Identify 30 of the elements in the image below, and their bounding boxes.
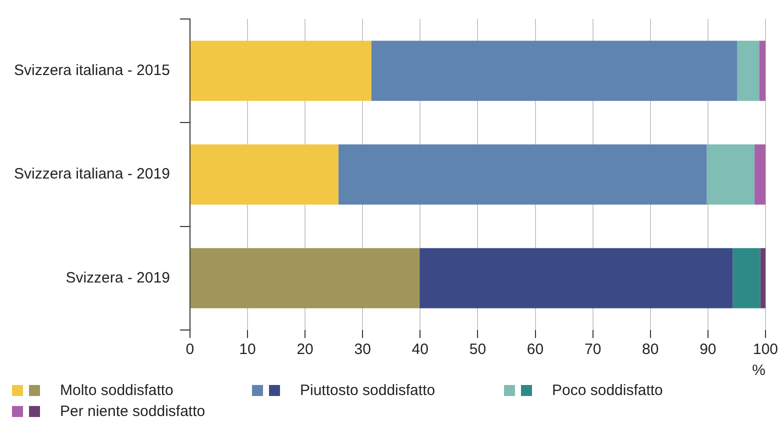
x-tick-label: 70 bbox=[584, 341, 602, 358]
y-tick-label: Svizzera - 2019 bbox=[66, 269, 170, 286]
bar bbox=[420, 248, 733, 308]
bar bbox=[190, 40, 372, 101]
legend-label: Per niente soddisfatto bbox=[60, 402, 206, 422]
x-tick-label: 30 bbox=[354, 341, 371, 358]
bar bbox=[754, 144, 766, 205]
bar bbox=[737, 40, 760, 101]
y-tick-label: Svizzera italiana - 2019 bbox=[14, 166, 170, 183]
x-tick-label: 100 bbox=[752, 341, 778, 358]
y-tick-label: Svizzera italiana - 2015 bbox=[14, 62, 170, 79]
legend-label: Poco soddisfatto bbox=[552, 381, 663, 401]
x-tick-label: 10 bbox=[239, 341, 256, 358]
bar bbox=[338, 144, 707, 205]
x-tick-label: 50 bbox=[469, 341, 486, 358]
x-tick-label: 80 bbox=[642, 341, 659, 358]
bar bbox=[706, 144, 755, 205]
x-tick-label: 40 bbox=[412, 341, 428, 358]
x-axis-title: % bbox=[752, 362, 766, 380]
legend-label: Molto soddisfatto bbox=[60, 381, 174, 401]
x-tick-label: 90 bbox=[700, 341, 716, 358]
bar bbox=[190, 144, 338, 205]
bar bbox=[371, 40, 738, 101]
legend-label: Piuttosto soddisfatto bbox=[300, 381, 436, 401]
bar bbox=[190, 248, 420, 308]
bar bbox=[732, 248, 760, 308]
x-tick-label: 0 bbox=[186, 341, 194, 358]
x-tick-label: 20 bbox=[296, 341, 314, 358]
bar bbox=[759, 40, 766, 101]
x-tick-label: 60 bbox=[526, 341, 544, 358]
